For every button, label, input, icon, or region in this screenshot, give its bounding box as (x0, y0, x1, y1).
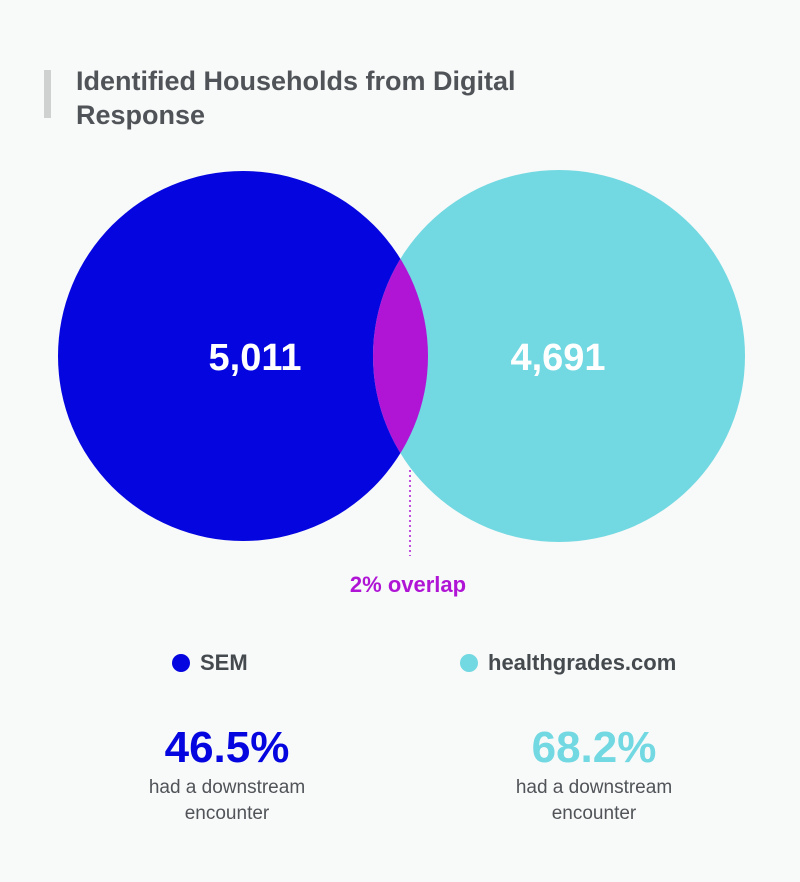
healthgrades-stat-caption-line1: had a downstream (515, 777, 673, 798)
venn-diagram: 5,011 4,691 2% overlap (58, 170, 745, 597)
sem-dot-icon (172, 654, 190, 672)
sem-circle (58, 171, 428, 541)
healthgrades-count-label: 4,691 (510, 337, 605, 379)
healthgrades-dot-icon (460, 654, 478, 672)
title-accent-bar (44, 70, 51, 118)
healthgrades-stat-value: 68.2% (531, 723, 657, 772)
overlap-label: 2% overlap (350, 572, 466, 597)
sem-stat: 46.5% had a downstream encounter (97, 722, 357, 826)
legend-sem: SEM (172, 650, 248, 676)
page-title: Identified Households from Digital Respo… (76, 66, 516, 130)
legend-healthgrades-label: healthgrades.com (488, 650, 677, 675)
healthgrades-stat: 68.2% had a downstream encounter (464, 722, 724, 826)
legend-healthgrades: healthgrades.com (460, 650, 676, 676)
legend-sem-label: SEM (200, 650, 248, 675)
sem-count-label: 5,011 (209, 337, 302, 379)
healthgrades-circle (373, 170, 745, 542)
healthgrades-stat-caption-line2: encounter (551, 803, 637, 824)
sem-stat-caption-line1: had a downstream (148, 777, 306, 798)
sem-stat-value: 46.5% (164, 723, 290, 772)
sem-stat-caption-line2: encounter (184, 803, 270, 824)
